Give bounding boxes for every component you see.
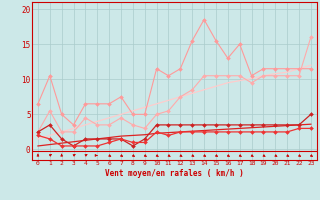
X-axis label: Vent moyen/en rafales ( km/h ): Vent moyen/en rafales ( km/h ) (105, 169, 244, 178)
